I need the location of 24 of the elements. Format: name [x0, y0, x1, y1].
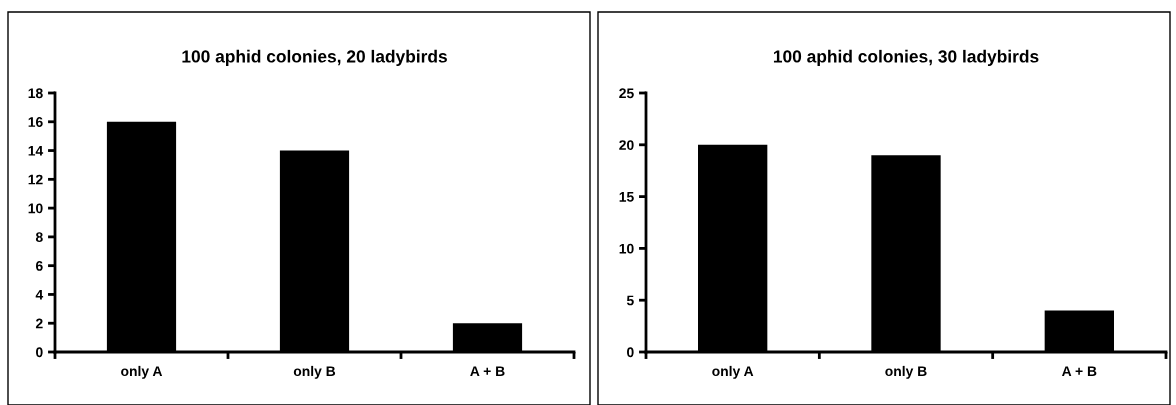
chart-title: 100 aphid colonies, 30 ladybirds [773, 49, 1039, 67]
y-tick-label: 0 [627, 347, 634, 358]
x-tick-label: only B [885, 365, 927, 379]
y-tick-label: 8 [35, 232, 43, 243]
y-tick-label: 20 [619, 140, 634, 150]
y-tick-label: 12 [28, 174, 43, 185]
chart-title: 100 aphid colonies, 20 ladybirds [182, 49, 447, 67]
y-tick-label: 4 [35, 289, 44, 300]
y-tick-label: 14 [28, 146, 44, 156]
x-tick-label: only B [293, 365, 336, 379]
x-tick-label: only A [712, 365, 754, 379]
y-tick-label: 6 [35, 261, 43, 271]
y-tick-label: 0 [36, 347, 43, 358]
y-tick-label: 5 [626, 295, 634, 306]
y-tick-label: 18 [28, 88, 43, 99]
y-tick-label: 10 [619, 243, 634, 254]
y-tick-label: 10 [28, 203, 43, 214]
y-tick-label: 2 [35, 318, 43, 329]
y-tick-label: 15 [619, 192, 634, 202]
x-tick-label: A + B [470, 366, 505, 376]
x-tick-label: only A [121, 365, 163, 379]
y-tick-label: 16 [28, 117, 43, 127]
y-tick-label: 25 [619, 88, 634, 99]
x-tick-label: A + B [1061, 366, 1097, 376]
